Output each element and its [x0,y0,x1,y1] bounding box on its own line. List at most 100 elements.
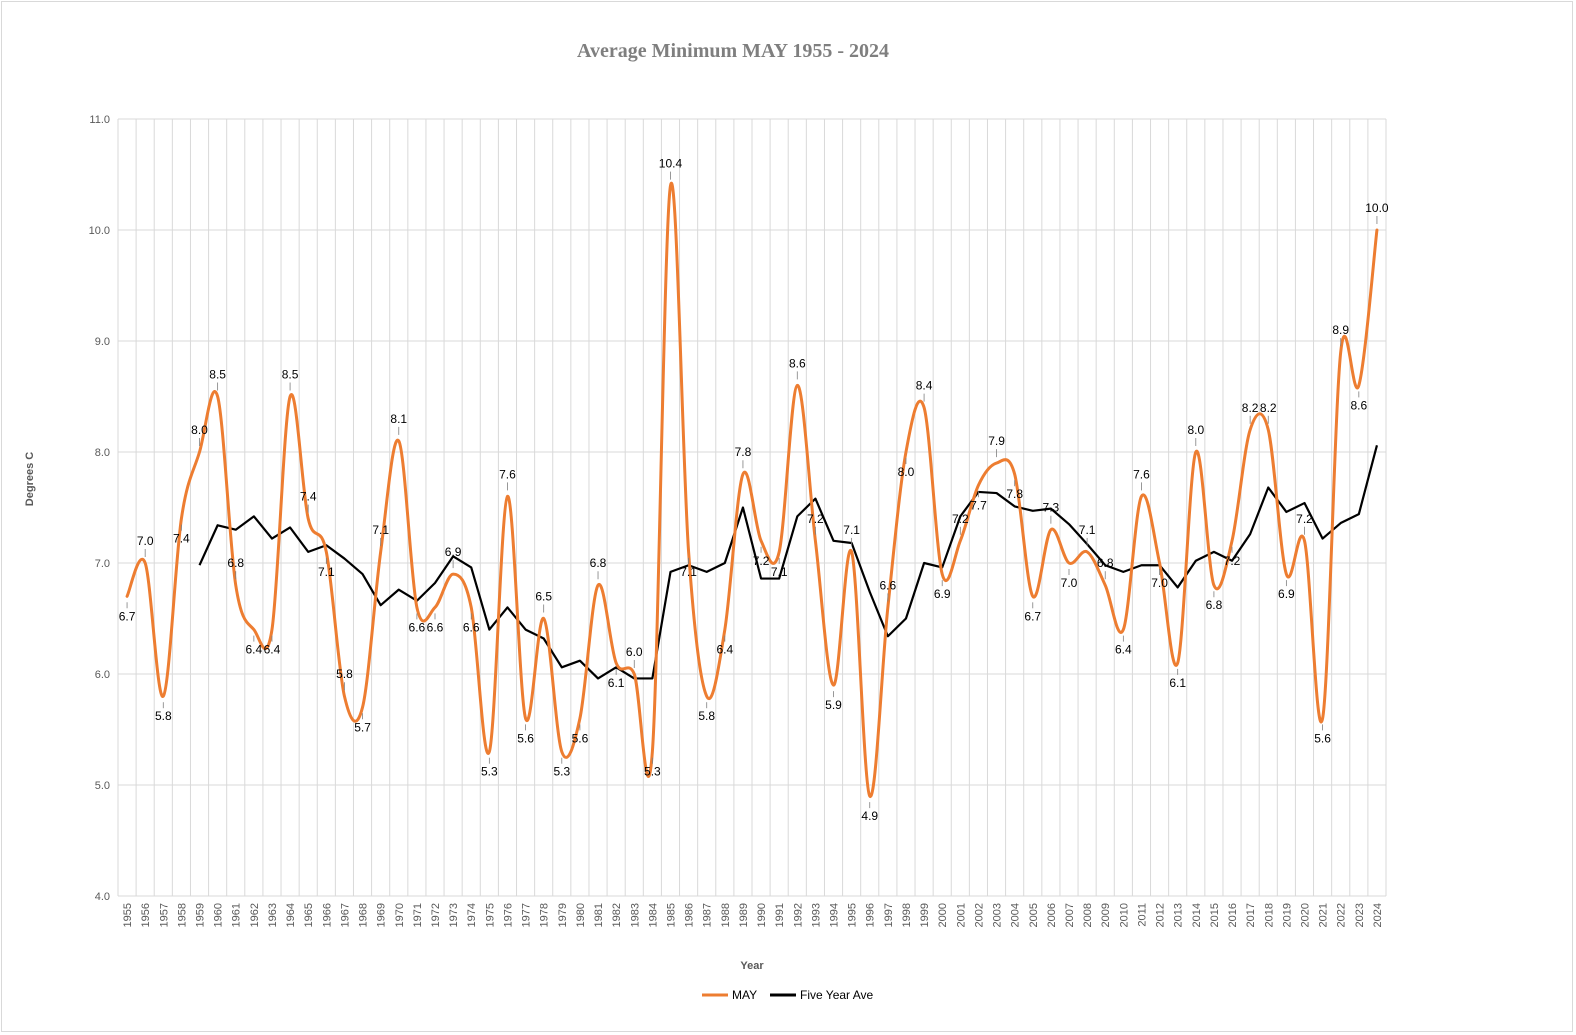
x-tick-label: 1993 [810,903,822,927]
x-tick-label: 1957 [158,903,170,927]
y-tick-label: 4.0 [95,891,110,903]
y-tick-label: 6.0 [95,669,110,681]
data-label-leaders [126,171,1378,809]
x-axis-title: Year [740,960,764,972]
x-tick-label: 1974 [466,903,478,927]
x-tick-label: 1979 [557,903,569,927]
data-label: 4.9 [861,809,878,823]
x-tick-label: 2011 [1136,903,1148,927]
x-tick-label: 2005 [1028,903,1040,927]
data-label: 6.6 [463,620,480,634]
data-label: 5.9 [825,698,842,712]
data-label: 8.5 [209,368,226,382]
data-label: 7.7 [970,498,987,512]
x-tick-label: 1970 [394,903,406,927]
data-label: 6.4 [246,643,263,657]
data-label: 8.1 [390,412,407,426]
x-tick-label: 1969 [376,903,388,927]
x-tick-label: 1983 [629,903,641,927]
x-axis-ticks: 1955 1956 1957 1958 1959 1960 1961 1962 1963 1964… [122,903,1384,927]
data-label: 8.0 [898,465,915,479]
data-label: 8.2 [1242,401,1259,415]
data-label: 8.4 [916,379,933,393]
x-tick-label: 1968 [358,903,370,927]
data-label: 5.7 [354,720,371,734]
data-label: 8.5 [282,368,299,382]
x-tick-label: 1961 [231,903,243,927]
data-label: 7.0 [1061,576,1078,590]
y-tick-label: 7.0 [95,558,110,570]
x-tick-label: 1997 [883,903,895,927]
x-tick-label: 2015 [1209,903,1221,927]
y-tick-label: 8.0 [95,447,110,459]
data-label: 6.9 [445,545,462,559]
data-label: 8.9 [1332,323,1349,337]
data-label: 6.4 [716,643,733,657]
y-tick-label: 9.0 [95,336,110,348]
x-tick-label: 2008 [1082,903,1094,927]
data-label: 7.1 [372,523,389,537]
y-tick-label: 11.0 [89,114,110,126]
x-tick-label: 1972 [430,903,442,927]
x-tick-label: 2017 [1245,903,1257,927]
x-tick-label: 2019 [1281,903,1293,927]
x-tick-label: 2013 [1173,903,1185,927]
data-label: 6.8 [227,556,244,570]
data-label: 5.3 [553,765,570,779]
x-tick-label: 1986 [684,903,696,927]
x-tick-label: 1991 [774,903,786,927]
data-label: 7.1 [318,565,335,579]
chart-title: Average Minimum MAY 1955 - 2024 [577,40,889,62]
data-labels: 6.77.05.87.48.08.56.86.4 6.48.57.47.15.85… [119,157,1389,823]
data-label: 6.1 [1169,676,1186,690]
x-tick-label: 1998 [901,903,913,927]
data-label: 7.6 [499,467,516,481]
x-tick-label: 1976 [502,903,514,927]
x-tick-label: 1956 [140,903,152,927]
data-label: 5.3 [644,765,661,779]
x-tick-label: 2012 [1155,903,1167,927]
x-tick-label: 2023 [1354,903,1366,927]
data-label: 7.8 [735,445,752,459]
x-tick-label: 2009 [1100,903,1112,927]
x-tick-label: 2007 [1064,903,1076,927]
x-tick-label: 2016 [1227,903,1239,927]
data-label: 8.2 [1260,401,1277,415]
data-label: 7.2 [952,512,969,526]
data-label: 6.1 [608,676,625,690]
x-tick-label: 1967 [339,903,351,927]
x-tick-label: 1963 [267,903,279,927]
x-tick-label: 1989 [738,903,750,927]
x-tick-label: 2006 [1046,903,1058,927]
x-tick-label: 1959 [195,903,207,927]
data-label: 6.6 [427,620,444,634]
data-label: 7.2 [807,512,824,526]
series-line-may [125,181,1379,798]
x-tick-label: 1971 [412,903,424,927]
x-tick-label: 1985 [665,903,677,927]
x-tick-label: 2018 [1263,903,1275,927]
x-tick-label: 1962 [249,903,261,927]
x-tick-label: 1990 [756,903,768,927]
data-label: 6.9 [1278,587,1295,601]
x-tick-label: 2024 [1372,903,1384,927]
series-lines [125,181,1379,798]
data-label: 5.6 [517,731,534,745]
y-tick-label: 5.0 [95,780,110,792]
x-tick-label: 1965 [303,903,315,927]
x-tick-label: 1958 [176,903,188,927]
x-tick-label: 2021 [1318,903,1330,927]
data-label: 10.4 [659,157,683,171]
x-tick-label: 2022 [1336,903,1348,927]
x-tick-label: 1978 [539,903,551,927]
x-tick-label: 1988 [720,903,732,927]
data-label: 6.9 [934,587,951,601]
x-tick-label: 2010 [1118,903,1130,927]
data-label: 7.2 [1296,512,1313,526]
x-tick-label: 2001 [955,903,967,927]
data-label: 6.0 [626,645,643,659]
data-label: 7.9 [988,434,1005,448]
x-tick-label: 1955 [122,903,134,927]
data-label: 6.7 [1024,609,1041,623]
x-tick-label: 1994 [829,903,841,927]
